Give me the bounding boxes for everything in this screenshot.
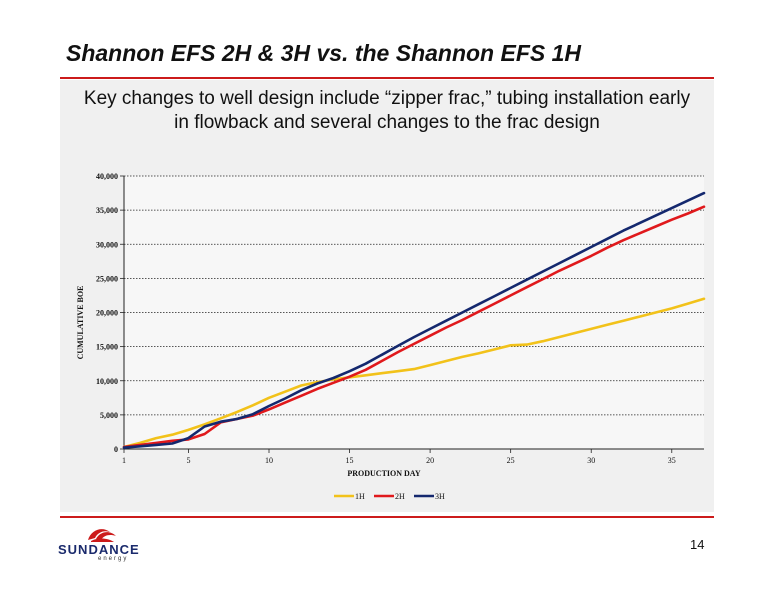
legend-label-2h: 2H: [395, 492, 405, 501]
y-tick-label: 40,000: [96, 172, 118, 181]
chart-legend: 1H 2H 3H: [334, 492, 445, 501]
cumulative-boe-line-chart: 0 5,000 10,000 15,000 20,000 25,000 30,000 35,0…: [76, 172, 706, 501]
y-axis-title: CUMULATIVE BOE: [76, 286, 85, 360]
y-tick-label: 20,000: [96, 309, 118, 318]
x-tick-label: 1: [122, 456, 126, 465]
subtitle-line-1: Key changes to well design include “zipp…: [83, 88, 691, 109]
y-tick-label: 25,000: [96, 274, 118, 283]
logo-wordmark: SUNDANCE: [58, 542, 140, 557]
chart-gridlines: [124, 175, 704, 449]
y-tick-label: 15,000: [96, 343, 118, 352]
x-tick-label: 20: [426, 456, 434, 465]
x-axis-title: PRODUCTION DAY: [347, 469, 420, 478]
chart-axes: [120, 175, 704, 453]
x-tick-label: 25: [507, 456, 515, 465]
chart-series: [122, 191, 706, 449]
x-tick-label: 30: [587, 456, 595, 465]
legend-label-3h: 3H: [435, 492, 445, 501]
series-line-1h: [122, 297, 706, 449]
y-tick-label: 0: [114, 445, 118, 454]
slide-subtitle: Key changes to well design include “zipp…: [60, 87, 714, 135]
y-tick-label: 35,000: [96, 206, 118, 215]
x-tick-label: 15: [346, 456, 354, 465]
page-number: 14: [690, 537, 705, 552]
footer-divider: [60, 516, 714, 518]
y-tick-label: 5,000: [100, 411, 118, 420]
x-tick-label: 35: [668, 456, 676, 465]
title-divider: [60, 77, 714, 79]
x-tick-label: 10: [265, 456, 273, 465]
y-tick-label: 30,000: [96, 240, 118, 249]
x-tick-label: 5: [186, 456, 190, 465]
series-line-3h: [122, 191, 706, 449]
subtitle-line-2: in flowback and several changes to the f…: [174, 112, 600, 133]
sundance-logo-icon: [88, 529, 116, 542]
y-tick-label: 10,000: [96, 377, 118, 386]
slide-title: Shannon EFS 2H & 3H vs. the Shannon EFS …: [66, 40, 582, 66]
logo-tagline: energy: [98, 556, 129, 562]
chart-labels: 0 5,000 10,000 15,000 20,000 25,000 30,000 35,0…: [76, 172, 676, 478]
legend-label-1h: 1H: [355, 492, 365, 501]
